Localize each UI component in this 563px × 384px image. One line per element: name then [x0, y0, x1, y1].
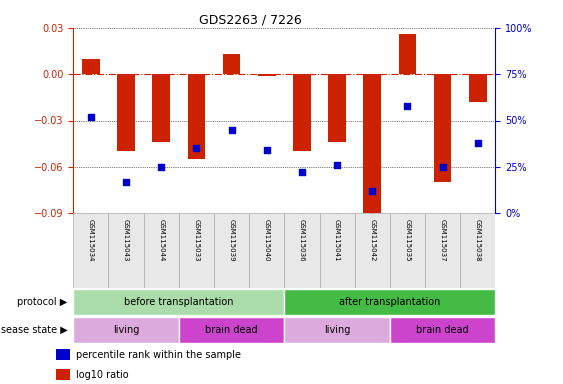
Bar: [390, 213, 425, 288]
Bar: [293, 74, 311, 151]
Bar: [284, 288, 495, 315]
Text: brain dead: brain dead: [205, 325, 258, 335]
Bar: [469, 74, 486, 102]
Bar: [364, 74, 381, 218]
Bar: [284, 316, 390, 343]
Text: brain dead: brain dead: [417, 325, 469, 335]
Text: GDS2263 / 7226: GDS2263 / 7226: [199, 13, 302, 26]
Bar: [223, 54, 240, 74]
Text: GSM115036: GSM115036: [299, 219, 305, 262]
Bar: [117, 74, 135, 151]
Point: [297, 169, 306, 175]
Bar: [108, 213, 144, 288]
Point: [438, 164, 447, 170]
Point: [227, 127, 236, 133]
Bar: [56, 369, 70, 381]
Text: GSM115043: GSM115043: [123, 219, 129, 262]
Bar: [328, 74, 346, 142]
Text: disease state ▶: disease state ▶: [0, 325, 68, 335]
Text: percentile rank within the sample: percentile rank within the sample: [76, 350, 241, 360]
Bar: [320, 213, 355, 288]
Text: protocol ▶: protocol ▶: [17, 297, 68, 307]
Bar: [258, 74, 275, 76]
Text: GSM115035: GSM115035: [404, 219, 410, 262]
Point: [122, 179, 131, 185]
Bar: [284, 213, 320, 288]
Point: [368, 188, 377, 194]
Text: GSM115033: GSM115033: [193, 219, 199, 262]
Bar: [187, 74, 205, 159]
Bar: [249, 213, 284, 288]
Bar: [179, 213, 214, 288]
Bar: [214, 213, 249, 288]
Text: log10 ratio: log10 ratio: [76, 370, 128, 380]
Bar: [56, 349, 70, 361]
Bar: [399, 34, 416, 74]
Bar: [73, 213, 108, 288]
Bar: [390, 316, 495, 343]
Point: [192, 145, 201, 151]
Bar: [425, 213, 461, 288]
Point: [262, 147, 271, 153]
Bar: [461, 213, 495, 288]
Bar: [355, 213, 390, 288]
Text: living: living: [113, 325, 139, 335]
Point: [86, 114, 95, 120]
Bar: [73, 316, 179, 343]
Bar: [434, 74, 452, 182]
Bar: [73, 288, 284, 315]
Text: living: living: [324, 325, 350, 335]
Text: GSM115034: GSM115034: [88, 219, 94, 262]
Text: GSM115037: GSM115037: [440, 219, 446, 262]
Text: GSM115040: GSM115040: [263, 219, 270, 262]
Bar: [179, 316, 284, 343]
Bar: [144, 213, 179, 288]
Bar: [153, 74, 170, 142]
Text: after transplantation: after transplantation: [339, 297, 441, 307]
Text: GSM115039: GSM115039: [229, 219, 235, 262]
Text: before transplantation: before transplantation: [124, 297, 234, 307]
Point: [333, 162, 342, 168]
Text: GSM115042: GSM115042: [369, 219, 376, 262]
Bar: [82, 59, 100, 74]
Point: [403, 103, 412, 109]
Point: [157, 164, 166, 170]
Text: GSM115041: GSM115041: [334, 219, 340, 262]
Text: GSM115038: GSM115038: [475, 219, 481, 262]
Point: [473, 140, 482, 146]
Text: GSM115044: GSM115044: [158, 219, 164, 262]
